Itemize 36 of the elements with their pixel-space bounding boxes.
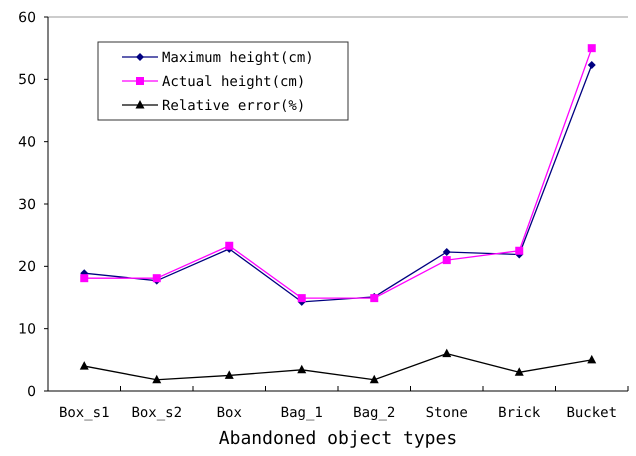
point xyxy=(298,294,306,302)
point xyxy=(515,246,524,255)
legend-label: Relative error(%) xyxy=(162,98,306,114)
x-tick-label: Bucket xyxy=(566,405,618,421)
point xyxy=(370,374,379,384)
x-axis-title: Abandoned object types xyxy=(218,428,458,449)
x-tick-label: Box_s2 xyxy=(131,405,182,421)
point xyxy=(80,274,88,282)
x-tick-label: Box_s1 xyxy=(58,405,110,421)
point xyxy=(587,354,596,364)
x-tick-label: Bag_2 xyxy=(353,405,396,421)
point xyxy=(152,274,161,282)
legend-label: Actual height(cm) xyxy=(162,74,306,90)
point xyxy=(588,60,596,69)
point xyxy=(297,364,306,374)
point xyxy=(225,242,234,250)
y-tick-label: 40 xyxy=(18,134,36,151)
point xyxy=(442,248,451,256)
x-tick-label: Brick xyxy=(498,405,541,421)
legend-label: Maximum height(cm) xyxy=(162,50,314,66)
point xyxy=(442,348,452,358)
x-tick-label: Box xyxy=(216,405,242,421)
x-tick-label: Bag_1 xyxy=(280,405,323,421)
point xyxy=(442,256,451,264)
y-tick-label: 0 xyxy=(27,384,36,400)
point xyxy=(514,367,524,376)
point xyxy=(80,361,89,370)
point xyxy=(224,370,234,379)
y-tick-label: 20 xyxy=(18,259,36,276)
y-tick-label: 60 xyxy=(18,10,36,26)
y-tick-label: 50 xyxy=(18,72,36,88)
x-tick-label: Stone xyxy=(426,405,468,421)
point xyxy=(152,374,162,384)
y-tick-label: 10 xyxy=(18,322,36,338)
y-tick-label: 30 xyxy=(18,196,36,213)
point xyxy=(588,44,596,52)
